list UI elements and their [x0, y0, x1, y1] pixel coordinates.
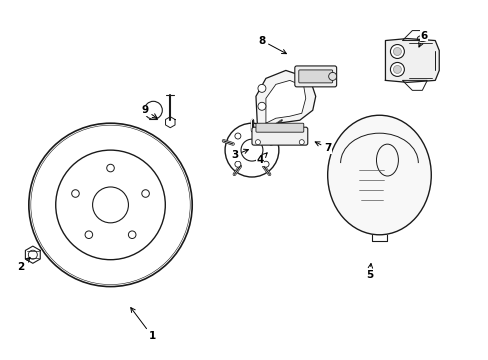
- Circle shape: [328, 72, 336, 80]
- Circle shape: [263, 161, 268, 167]
- Circle shape: [258, 84, 265, 92]
- Circle shape: [263, 133, 268, 139]
- Circle shape: [258, 102, 265, 110]
- Text: 7: 7: [315, 142, 331, 153]
- Circle shape: [393, 66, 401, 73]
- Polygon shape: [385, 39, 438, 82]
- Circle shape: [255, 140, 260, 145]
- Text: 8: 8: [258, 36, 286, 54]
- Circle shape: [389, 62, 404, 76]
- Text: 1: 1: [130, 307, 156, 341]
- Text: 4: 4: [256, 153, 266, 165]
- Circle shape: [299, 140, 304, 145]
- Text: 9: 9: [142, 105, 157, 118]
- FancyBboxPatch shape: [294, 66, 336, 87]
- Text: 5: 5: [365, 264, 372, 280]
- Circle shape: [234, 161, 241, 167]
- Text: 3: 3: [231, 149, 248, 160]
- Text: 6: 6: [418, 31, 427, 47]
- Text: 2: 2: [17, 257, 30, 272]
- Ellipse shape: [376, 144, 398, 176]
- Ellipse shape: [327, 115, 430, 235]
- FancyBboxPatch shape: [255, 123, 303, 132]
- FancyBboxPatch shape: [251, 127, 307, 145]
- Circle shape: [389, 45, 404, 58]
- Ellipse shape: [416, 36, 427, 41]
- FancyBboxPatch shape: [298, 70, 332, 83]
- Polygon shape: [255, 71, 315, 136]
- Circle shape: [234, 133, 241, 139]
- Circle shape: [393, 48, 401, 55]
- Polygon shape: [265, 80, 305, 123]
